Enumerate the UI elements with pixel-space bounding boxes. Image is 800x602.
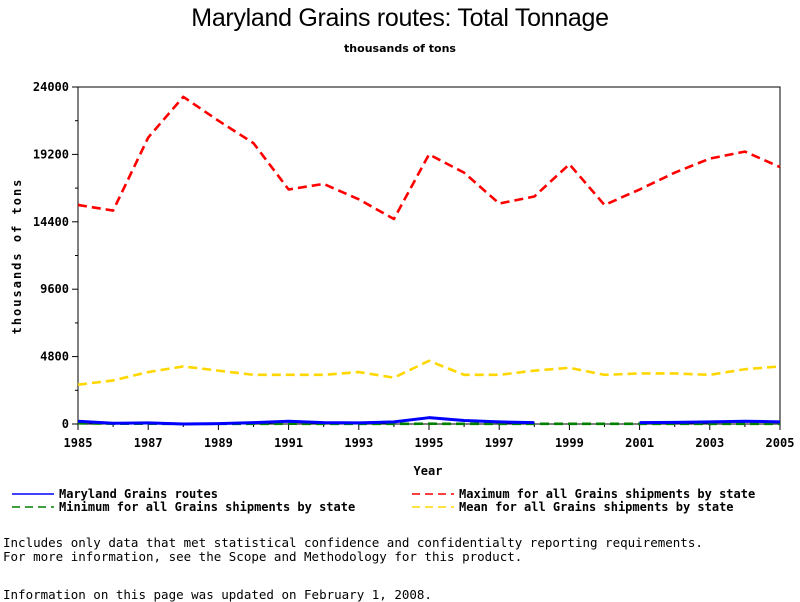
legend-label: Mean for all Grains shipments by state (459, 500, 734, 514)
x-tick-label: 1987 (134, 436, 163, 450)
chart-subtitle: thousands of tons (344, 42, 456, 55)
legend-label: Maximum for all Grains shipments by stat… (459, 487, 755, 501)
legend-label: Maryland Grains routes (59, 487, 218, 501)
y-axis-label: thousands of tons (10, 178, 24, 335)
x-tick-label: 2003 (695, 436, 724, 450)
y-tick-label: 14400 (33, 215, 69, 229)
update-note: Information on this page was updated on … (3, 587, 432, 602)
series-line-mean-for-all-grains-shipments-by-state (77, 359, 781, 386)
y-tick-label: 19200 (33, 147, 69, 161)
series-line-maryland-grains-routes (639, 419, 781, 425)
line-chart: 1985 1987 1989 1991 1993 1995 1997 1999 2001 2003… (10, 80, 795, 514)
x-tick-label: 1985 (64, 436, 93, 450)
x-tick-label: 1999 (555, 436, 584, 450)
y-tick-label: 0 (62, 417, 69, 431)
x-axis-label: Year (414, 464, 443, 478)
chart-title: Maryland Grains routes: Total Tonnage (191, 4, 609, 32)
x-tick-label: 1991 (274, 436, 303, 450)
x-tick-label: 1989 (204, 436, 233, 450)
x-tick-label: 1997 (485, 436, 514, 450)
axes: 1985 1987 1989 1991 1993 1995 1997 1999 2001 2003… (33, 80, 795, 450)
footnote-line-1: Includes only data that met statistical … (3, 535, 703, 550)
footnote-line-2: For more information, see the Scope and … (3, 549, 523, 564)
y-tick-label: 24000 (33, 80, 69, 94)
x-tick-label: 1993 (344, 436, 373, 450)
series-line-maryland-grains-routes (77, 416, 535, 426)
y-tick-label: 4800 (40, 350, 69, 364)
x-tick-label: 2005 (766, 436, 795, 450)
legend-label: Minimum for all Grains shipments by stat… (59, 500, 355, 514)
series-line-maximum-for-all-grains-shipments-by-state (77, 95, 781, 221)
y-tick-label: 9600 (40, 282, 69, 296)
x-tick-label: 1995 (415, 436, 444, 450)
legend: Maryland Grains routes Maximum for all Gr… (12, 487, 755, 514)
x-tick-label: 2001 (625, 436, 654, 450)
series-lines (77, 95, 781, 426)
